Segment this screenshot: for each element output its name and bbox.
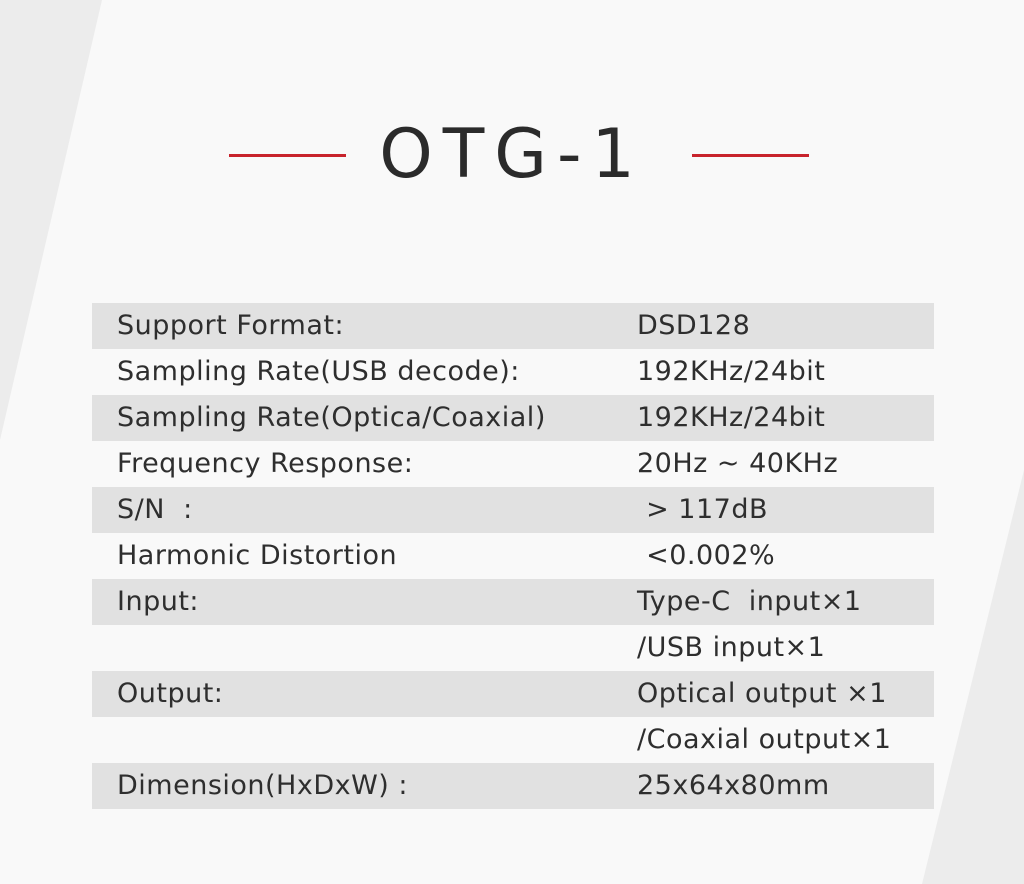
spec-row: Sampling Rate(Optica/Coaxial) 192KHz/24bi… [92,395,934,441]
spec-label: Sampling Rate(USB decode): [117,356,520,387]
spec-row: Sampling Rate(USB decode): 192KHz/24bit [92,349,934,395]
spec-value: 192KHz/24bit [637,402,826,433]
spec-label: S/N : [117,494,193,525]
spec-value: > 117dB [637,494,768,525]
left-gray-shape [0,0,102,440]
spec-row: /USB input×1 [92,625,934,671]
spec-value: <0.002% [637,540,776,571]
spec-row: Dimension(HxDxW) : 25x64x80mm [92,763,934,809]
spec-row: Output: Optical output ×1 [92,671,934,717]
spec-row: Frequency Response: 20Hz ~ 40KHz [92,441,934,487]
spec-row: Input: Type-C input×1 [92,579,934,625]
spec-label: Harmonic Distortion [117,540,398,571]
spec-label: Input: [117,586,200,617]
page-title: OTG-1 [379,115,645,194]
spec-label: Dimension(HxDxW) : [117,770,409,801]
spec-value: DSD128 [637,310,751,341]
spec-row: S/N : > 117dB [92,487,934,533]
spec-value: Optical output ×1 [637,678,887,709]
spec-label: Support Format: [117,310,345,341]
right-gray-shape [922,470,1024,884]
spec-value: /USB input×1 [637,632,826,663]
spec-row: /Coaxial output×1 [92,717,934,763]
spec-label: Output: [117,678,224,709]
spec-label: Frequency Response: [117,448,414,479]
spec-row: Harmonic Distortion <0.002% [92,533,934,579]
spec-table: Support Format: DSD128 Sampling Rate(USB d… [92,303,934,809]
spec-value: 25x64x80mm [637,770,830,801]
title-rule-right [692,154,809,157]
spec-value: /Coaxial output×1 [637,724,892,755]
spec-label: Sampling Rate(Optica/Coaxial) [117,402,546,433]
spec-value: 20Hz ~ 40KHz [637,448,839,479]
title-rule-left [229,154,346,157]
spec-value: 192KHz/24bit [637,356,826,387]
spec-value: Type-C input×1 [637,586,862,617]
spec-row: Support Format: DSD128 [92,303,934,349]
